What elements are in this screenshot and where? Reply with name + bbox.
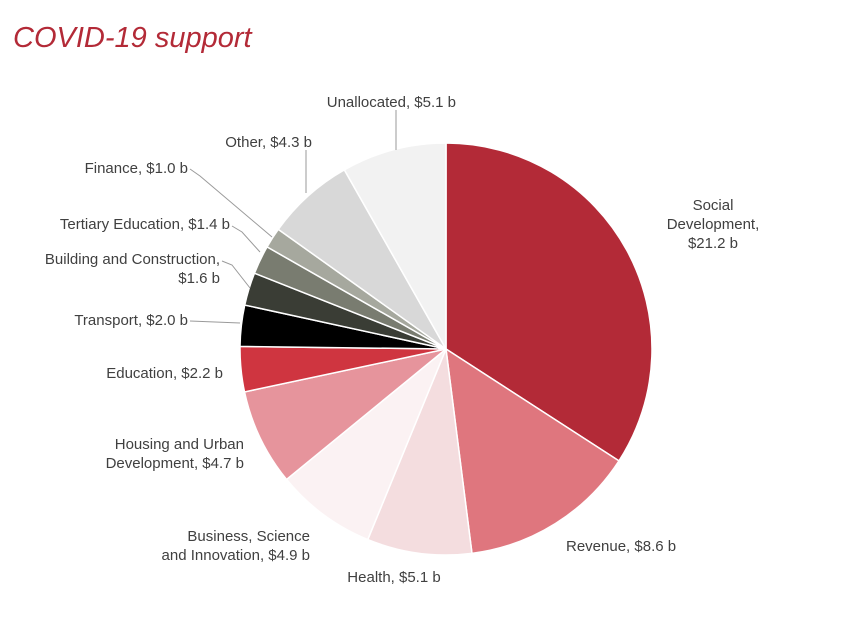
slice-label-line: Tertiary Education, $1.4 b [60,216,230,233]
slice-label-education: Education, $2.2 b [106,365,223,382]
slice-label-line: Development, $4.7 b [106,455,244,472]
slice-label-unallocated: Unallocated, $5.1 b [327,94,456,111]
slice-labels: Social Development, $21.2 b Revenue, $8.6 b… [45,94,759,586]
leader-line-tertiary-education [231,225,261,253]
label-leader-lines [189,110,397,324]
slice-label-tertiary-education: Tertiary Education, $1.4 b [60,216,230,233]
slice-label-line: Social [693,197,734,214]
leader-line-finance [189,168,273,238]
slice-label-building-and-construction: Building and Construction, $1.6 b [45,251,220,287]
slice-label-revenue: Revenue, $8.6 b [566,538,676,555]
pie-slice-social-development [445,142,653,462]
slice-label-finance: Finance, $1.0 b [85,160,188,177]
slice-label-line: Development, [667,216,760,233]
leader-line-transport [189,320,241,324]
slice-label-other: Other, $4.3 b [225,134,312,151]
slice-label-line: $21.2 b [688,235,738,252]
slice-label-health: Health, $5.1 b [347,569,440,586]
slice-label-line: Revenue, $8.6 b [566,538,676,555]
slice-label-line: Education, $2.2 b [106,365,223,382]
slice-label-line: Transport, $2.0 b [74,312,188,329]
slice-label-social-development: Social Development, $21.2 b [667,197,760,252]
slice-label-line: Business, Science [187,528,310,545]
pie-slice-unallocated [343,142,447,350]
slice-label-line: Other, $4.3 b [225,134,312,151]
pie-slice-business-science-and-innovation [285,348,447,541]
slice-label-business-science-and-innovation: Business, Science and Innovation, $4.9 b [162,528,310,564]
chart-title: COVID-19 support [13,22,252,54]
pie-slices [239,142,653,556]
slice-label-line: $1.6 b [178,270,220,287]
slice-label-transport: Transport, $2.0 b [74,312,188,329]
pie-slice-health [367,348,473,556]
slice-label-line: and Innovation, $4.9 b [162,547,310,564]
slice-label-line: Unallocated, $5.1 b [327,94,456,111]
slice-label-line: Health, $5.1 b [347,569,440,586]
slice-label-housing-and-urban-development: Housing and Urban Development, $4.7 b [106,436,244,472]
slice-label-line: Building and Construction, [45,251,220,268]
pie-slice-revenue [445,348,620,555]
slice-label-line: Housing and Urban [115,436,244,453]
slice-label-line: Finance, $1.0 b [85,160,188,177]
leader-line-building-and-construction [221,260,251,289]
